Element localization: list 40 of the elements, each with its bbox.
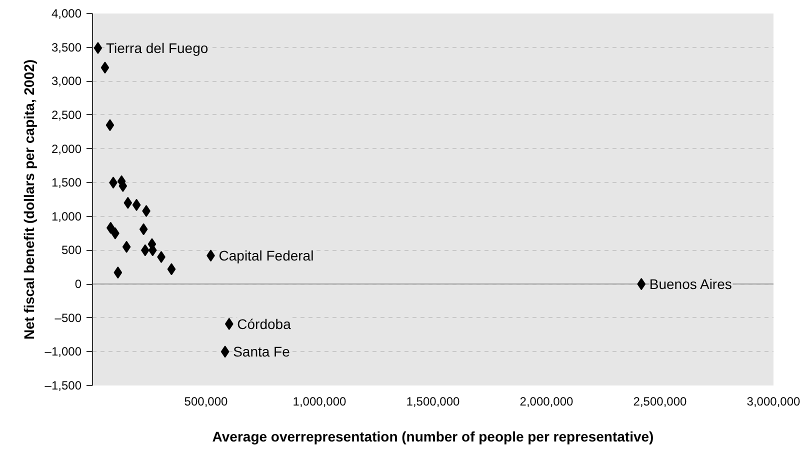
y-tick-label: 500 (61, 243, 82, 258)
point (94, 42, 102, 54)
y-axis-title: Net fiscal benefit (dollars per capita, 2002) (20, 59, 37, 340)
y-tick-label: –1,500 (44, 378, 82, 392)
y-tick-label: 2,500 (51, 108, 82, 122)
annotation: Capital Federal (218, 248, 314, 264)
point (140, 244, 150, 256)
point (224, 318, 234, 330)
x-tick-label: 3,000,000 (746, 394, 801, 408)
x-axis-title: Average overrepresentation (number of people per representative) (212, 428, 654, 444)
x-tick-label: 1,500,000 (406, 394, 460, 408)
y-tick-label: 4,000 (51, 6, 82, 20)
point (139, 223, 148, 236)
point (142, 205, 150, 217)
point (167, 263, 176, 276)
point (100, 62, 110, 74)
annotation: Córdoba (237, 316, 292, 332)
point (122, 240, 131, 253)
y-tick-label: 1,000 (51, 209, 82, 224)
y-tick-label: 0 (74, 277, 82, 292)
x-tick-label: 2,500,000 (633, 394, 688, 408)
x-tick-label: 1,000,000 (292, 394, 347, 408)
point (132, 198, 141, 211)
y-tick-label: –1,000 (44, 344, 82, 359)
x-tick-label: 2,000,000 (520, 394, 574, 408)
point (637, 278, 646, 290)
annotation: Buenos Aires (649, 276, 732, 292)
point (106, 222, 115, 234)
point (106, 119, 114, 132)
y-tick-label: 3,000 (51, 74, 82, 88)
point (124, 196, 132, 209)
annotation: Tierra del Fuego (106, 40, 208, 56)
y-tick-label: 2,000 (51, 142, 82, 156)
x-tick-label: 500,000 (184, 394, 228, 408)
y-tick-label: 1,500 (51, 176, 82, 190)
y-tick-label: 3,500 (51, 40, 82, 54)
point (114, 266, 122, 279)
y-tick-label: –500 (54, 310, 82, 325)
point (220, 346, 230, 358)
annotation: Santa Fe (233, 344, 290, 360)
